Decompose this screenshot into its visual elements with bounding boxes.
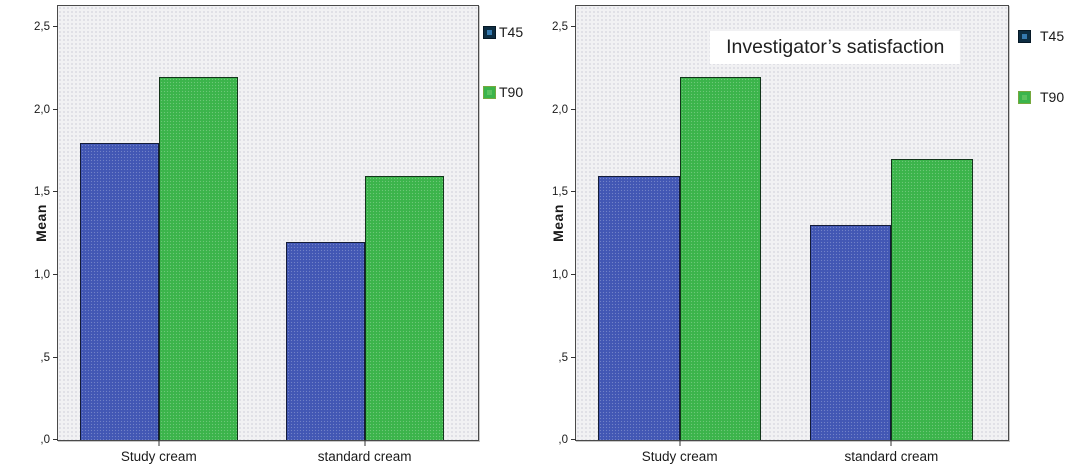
y-tick-label: 2,5	[552, 21, 568, 34]
legend-item-t45: T45	[483, 24, 523, 40]
x-tick-mark	[364, 440, 366, 446]
y-tick-mark	[53, 356, 58, 358]
y-tick-label: 1,5	[34, 186, 50, 199]
category-label: Study cream	[641, 449, 718, 464]
plot-area: Investigator’s satisfaction 2,5 2,0 1,5 1,0,…	[552, 5, 1009, 464]
bar-t90-1	[158, 76, 238, 440]
y-tick-mark	[571, 108, 576, 110]
bar-t45-2	[285, 241, 365, 440]
y-axis-label: Mean	[550, 204, 566, 242]
bar-t90-2	[364, 175, 444, 440]
category-label: standard cream	[317, 449, 412, 464]
y-tick-label: 2,5	[34, 21, 50, 34]
y-tick-label: ,0	[40, 434, 50, 446]
bar-t90-1	[679, 76, 761, 440]
plot-area: 2,5 2,0 1,5 1,0 ,5 ,0 Study cream standard crea…	[34, 5, 479, 464]
y-axis-label: Mean	[33, 204, 49, 242]
legend-item-t45: T45	[1018, 28, 1064, 44]
y-tick-label: ,5	[40, 351, 50, 364]
legend-swatch-t90-icon	[483, 85, 496, 99]
y-tick-mark	[571, 191, 576, 193]
y-tick-mark	[53, 439, 58, 440]
legend-swatch-t90-icon	[1018, 90, 1031, 104]
y-tick-label: ,5	[558, 351, 568, 364]
legend-item-t90: T90	[1018, 89, 1064, 105]
x-tick-mark	[890, 440, 892, 446]
bar-t90-2	[891, 159, 973, 440]
legend-label: T45	[1040, 28, 1065, 44]
y-tick-label: 1,5	[552, 186, 568, 199]
legend-label: T45	[499, 24, 524, 40]
bar-chart-left: Mean 2,5 2,0 1,5 1,0 ,5 ,0 Study cream standard…	[33, 5, 523, 464]
y-tick-mark	[571, 356, 576, 358]
legend-swatch-t45-icon	[483, 25, 496, 39]
y-tick-mark	[53, 26, 58, 28]
y-tick-label: 2,0	[34, 103, 50, 116]
bar-t45-2	[810, 225, 892, 440]
y-tick-mark	[571, 26, 576, 28]
legend-swatch-inner	[1022, 94, 1027, 100]
legend-label: T90	[1040, 89, 1065, 105]
legend-swatch-t45-icon	[1018, 29, 1031, 43]
x-tick-mark	[679, 440, 681, 446]
legend-swatch-inner	[1022, 33, 1027, 39]
y-tick-label: 1,0	[34, 268, 50, 281]
y-tick-mark	[53, 191, 58, 193]
bar-t45-1	[598, 175, 680, 440]
legend-swatch-inner	[487, 89, 492, 95]
y-tick-mark	[53, 273, 58, 275]
legend: T45 T90	[1018, 28, 1064, 105]
y-tick-mark	[571, 439, 576, 440]
chart-title: Investigator’s satisfaction	[710, 31, 961, 64]
bar-chart-right: Mean Investigator’s satisfaction 2,5 2,0 1,…	[544, 0, 1088, 471]
x-tick-mark	[158, 440, 160, 446]
y-tick-mark	[53, 108, 58, 110]
y-tick-label: 2,0	[552, 103, 568, 116]
legend: T45 T90	[483, 24, 523, 100]
legend-swatch-inner	[487, 29, 492, 35]
y-tick-label: 1,0	[552, 268, 568, 281]
bar-t45-1	[79, 142, 159, 440]
legend-label: T90	[499, 84, 524, 100]
category-label: Study cream	[120, 449, 197, 464]
legend-item-t90: T90	[483, 84, 523, 100]
category-label: standard cream	[844, 449, 939, 464]
y-tick-mark	[571, 273, 576, 275]
y-tick-label: ,0	[558, 434, 568, 446]
